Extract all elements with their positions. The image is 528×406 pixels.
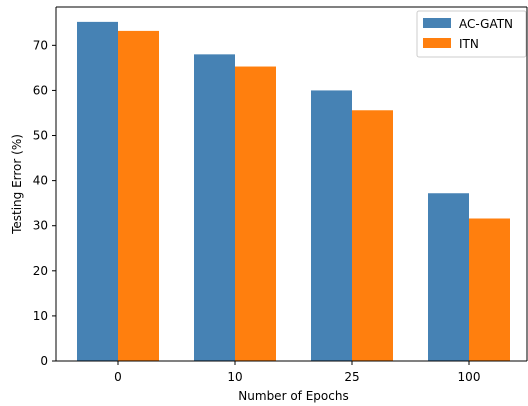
y-tick-label: 30 [33, 219, 48, 233]
y-tick-label: 60 [33, 83, 48, 97]
bar-ac-gatn-100 [428, 193, 469, 361]
legend: AC-GATN ITN [416, 10, 527, 58]
bar-ac-gatn-10 [194, 54, 235, 362]
bars-group [77, 21, 510, 362]
bar-itn-10 [235, 66, 276, 361]
bar-ac-gatn-25 [311, 90, 352, 361]
bar-itn-25 [352, 110, 393, 361]
x-tick-label: 10 [227, 370, 242, 384]
y-tick-label: 10 [33, 309, 48, 323]
x-tick-label: 25 [344, 370, 359, 384]
bar-itn-0 [118, 30, 159, 362]
x-axis-label: Number of Epochs [238, 389, 348, 403]
legend-swatch-ac-gatn [423, 18, 451, 28]
legend-swatch-itn [423, 38, 451, 48]
bar-itn-100 [469, 218, 510, 361]
y-tick-label: 70 [33, 38, 48, 52]
y-tick-label: 20 [33, 264, 48, 278]
bar-ac-gatn-0 [77, 21, 118, 361]
y-axis-label: Testing Error (%) [10, 134, 24, 235]
y-tick-label: 0 [40, 354, 48, 368]
y-tick-label: 50 [33, 129, 48, 143]
legend-label-itn: ITN [459, 37, 479, 51]
x-tick-label: 100 [458, 370, 481, 384]
legend-label-ac-gatn: AC-GATN [459, 17, 513, 31]
x-tick-label: 0 [114, 370, 122, 384]
axes-group: 0 10 20 30 40 50 60 70 0 10 25 100 [33, 6, 528, 384]
y-tick-label: 40 [33, 174, 48, 188]
